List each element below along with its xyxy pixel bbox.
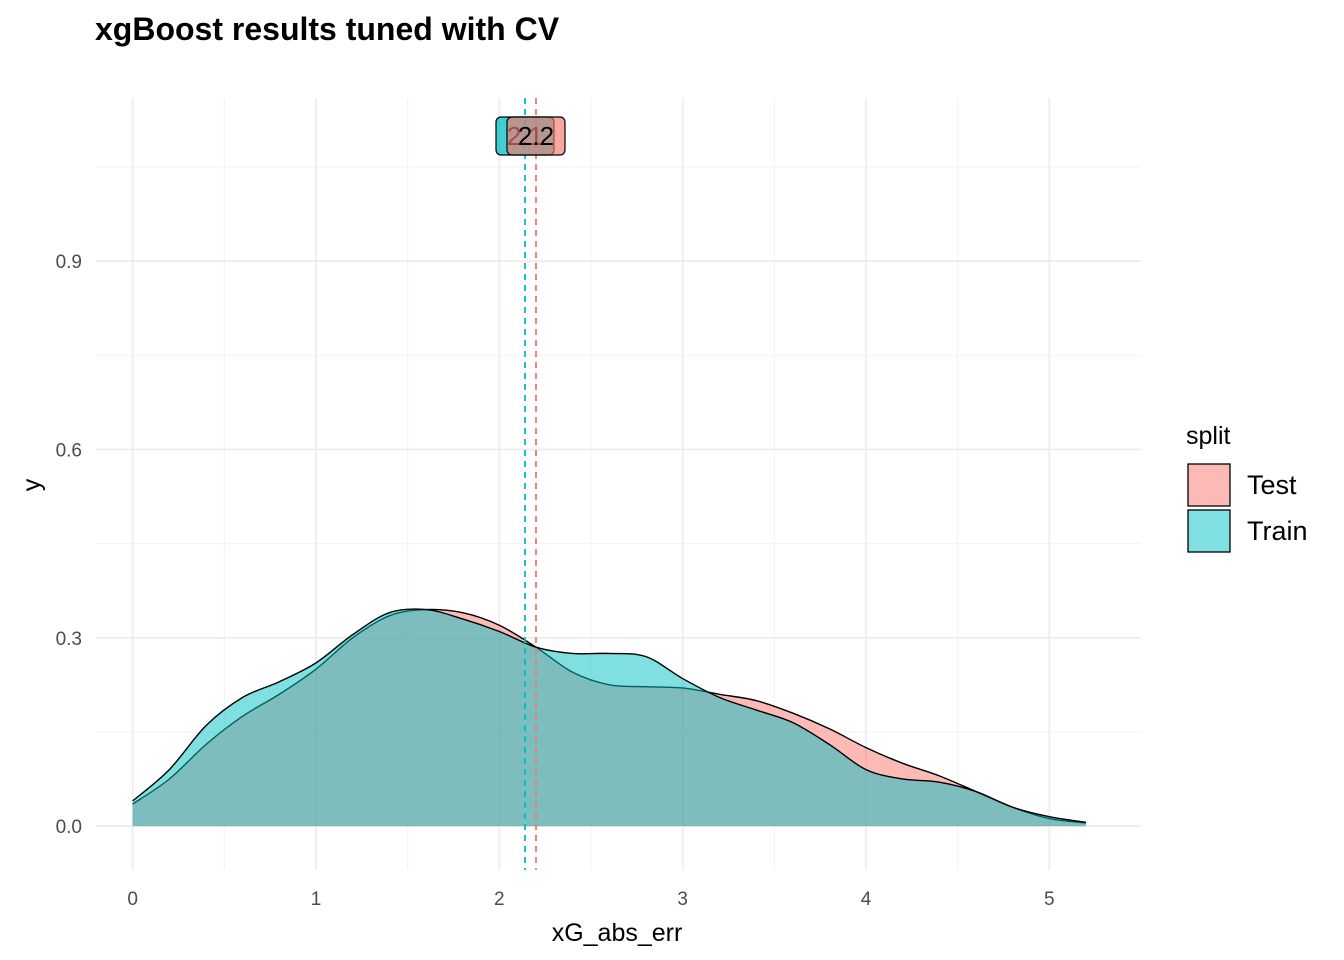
- mean-layer: 2.12.2: [495, 98, 566, 870]
- y-tick-label: 0.0: [56, 817, 82, 838]
- axis-layer: 0 1 2 3 4 5 0.0 0.3 0.6 0.9: [56, 252, 1055, 910]
- y-axis-title: y: [18, 478, 46, 491]
- legend-title: split: [1186, 422, 1231, 450]
- x-tick-label: 4: [861, 889, 872, 910]
- mean-label-box: [506, 116, 566, 156]
- density-line-train: [132, 608, 1087, 823]
- chart-title: xgBoost results tuned with CV: [95, 11, 560, 47]
- density-area-train: [132, 608, 1086, 827]
- mean-label-test: 2.2: [506, 116, 566, 156]
- y-tick-label: 0.6: [56, 440, 82, 461]
- series-layer: [132, 608, 1087, 827]
- x-tick-label: 0: [127, 889, 138, 910]
- legend-key-train: [1187, 509, 1231, 553]
- y-tick-label: 0.9: [56, 252, 82, 273]
- legend: split Test Train: [1186, 422, 1308, 553]
- mean-label-text: 2.2: [518, 121, 554, 151]
- legend-key-test: [1187, 463, 1231, 507]
- y-tick-label: 0.3: [56, 629, 82, 650]
- legend-label-train: Train: [1247, 516, 1308, 546]
- x-tick-label: 3: [677, 889, 688, 910]
- x-tick-label: 1: [311, 889, 322, 910]
- legend-label-test: Test: [1247, 470, 1297, 500]
- x-tick-label: 5: [1044, 889, 1055, 910]
- x-tick-label: 2: [494, 889, 505, 910]
- x-axis-title: xG_abs_err: [552, 919, 683, 947]
